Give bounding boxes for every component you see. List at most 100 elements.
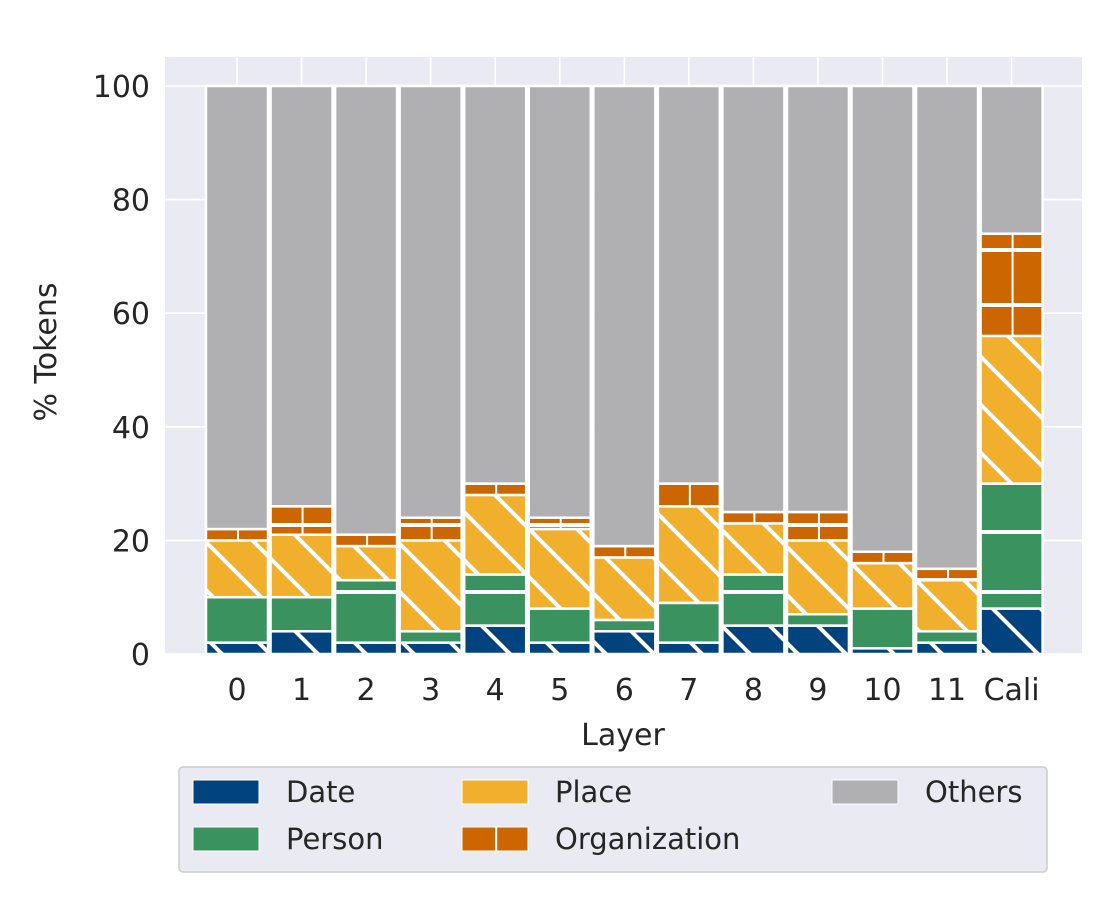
legend-label-person: Person (286, 822, 383, 856)
bar-organization-cali (979, 232, 1044, 338)
bar-place-4 (462, 493, 528, 576)
bar-person-5 (527, 607, 592, 644)
x-tick-label: 2 (357, 673, 376, 708)
bar-organization-6 (592, 544, 657, 559)
bar-place-cali (979, 334, 1044, 485)
bar-others-2 (333, 84, 399, 536)
bar-person-6 (592, 618, 657, 633)
y-axis-label: % Tokens (29, 282, 64, 421)
bar-date-0 (204, 641, 270, 656)
bar-person-10 (850, 607, 915, 650)
legend-swatch-date (192, 779, 260, 805)
x-tick-label: 6 (615, 673, 634, 708)
bar-person-0 (204, 595, 270, 644)
legend: Date Person Place Organization Others (178, 766, 1048, 873)
bar-date-3 (398, 641, 463, 656)
bar-organization-4 (462, 482, 528, 497)
bar-others-11 (914, 84, 980, 571)
bar-person-7 (656, 601, 722, 644)
legend-label-others: Others (925, 775, 1022, 809)
bar-others-0 (204, 84, 270, 531)
bar-place-0 (204, 539, 270, 599)
bar-place-5 (527, 527, 592, 610)
x-tick-label: 3 (421, 673, 440, 708)
y-tick-label: 80 (112, 184, 150, 219)
bar-organization-5 (527, 516, 592, 531)
bar-others-6 (592, 84, 657, 548)
bar-place-3 (398, 539, 463, 633)
bar-others-9 (785, 84, 851, 514)
bar-others-8 (721, 84, 786, 514)
x-tick-label: 1 (292, 673, 311, 708)
bar-person-2 (333, 578, 399, 644)
bar-organization-8 (721, 510, 786, 525)
x-tick-label: 0 (227, 673, 246, 708)
bar-others-3 (398, 84, 463, 519)
legend-label-date: Date (286, 775, 355, 809)
bar-date-7 (656, 641, 722, 656)
bar-date-4 (462, 624, 528, 656)
bar-place-10 (850, 561, 915, 610)
bar-others-10 (850, 84, 915, 554)
legend-swatch-others (831, 779, 899, 805)
x-tick-label: 9 (808, 673, 827, 708)
y-tick-label: 60 (112, 297, 150, 332)
y-tick-labels: 0 20 40 60 80 100 (93, 70, 150, 673)
legend-label-organization: Organization (555, 822, 740, 856)
bar-organization-3 (398, 516, 463, 542)
bar-organization-0 (204, 527, 270, 542)
x-tick-label: Cali (984, 673, 1040, 708)
bar-place-8 (721, 522, 786, 576)
bar-person-cali (979, 482, 1044, 610)
bar-organization-1 (269, 505, 334, 536)
bars-group (204, 84, 1044, 656)
bar-date-cali (979, 607, 1044, 656)
bar-organization-7 (656, 482, 722, 508)
bar-date-8 (721, 624, 786, 656)
bar-person-11 (914, 630, 980, 644)
legend-label-place: Place (555, 775, 632, 809)
bar-place-2 (333, 544, 399, 582)
bar-person-1 (269, 595, 334, 633)
x-tick-label: 11 (928, 673, 966, 708)
bar-others-5 (527, 84, 592, 519)
bar-organization-10 (850, 550, 915, 565)
y-tick-label: 0 (131, 638, 150, 673)
x-tick-label: 10 (863, 673, 901, 708)
bar-organization-9 (785, 510, 851, 542)
bar-place-9 (785, 539, 851, 616)
x-tick-label: 8 (744, 673, 763, 708)
bar-organization-2 (333, 533, 399, 548)
bar-person-3 (398, 630, 463, 644)
x-tick-label: 5 (550, 673, 569, 708)
bar-others-cali (979, 84, 1044, 235)
bar-person-8 (721, 573, 786, 627)
x-tick-labels: 0 1 2 3 4 5 6 7 8 9 10 11 Cali (227, 673, 1039, 708)
x-tick-label: 7 (679, 673, 698, 708)
bar-others-7 (656, 84, 722, 485)
y-tick-label: 100 (93, 70, 150, 105)
bar-date-11 (914, 641, 980, 656)
legend-swatch-organization (461, 826, 529, 852)
bar-person-4 (462, 573, 528, 627)
bar-date-9 (785, 624, 851, 656)
x-axis-label: Layer (581, 718, 665, 753)
legend-swatch-person (192, 826, 260, 852)
y-tick-label: 20 (112, 524, 150, 559)
bar-organization-11 (914, 567, 980, 582)
bar-date-5 (527, 641, 592, 656)
y-tick-label: 40 (112, 411, 150, 446)
bar-others-4 (462, 84, 528, 485)
bar-place-6 (592, 556, 657, 622)
bar-date-6 (592, 630, 657, 656)
bar-place-7 (656, 505, 722, 605)
bar-date-2 (333, 641, 399, 656)
bar-person-9 (785, 612, 851, 627)
bar-date-1 (269, 630, 334, 656)
bar-place-11 (914, 578, 980, 633)
legend-frame (178, 766, 1048, 873)
legend-swatch-place (461, 779, 529, 805)
bar-others-1 (269, 84, 334, 508)
x-tick-label: 4 (486, 673, 505, 708)
